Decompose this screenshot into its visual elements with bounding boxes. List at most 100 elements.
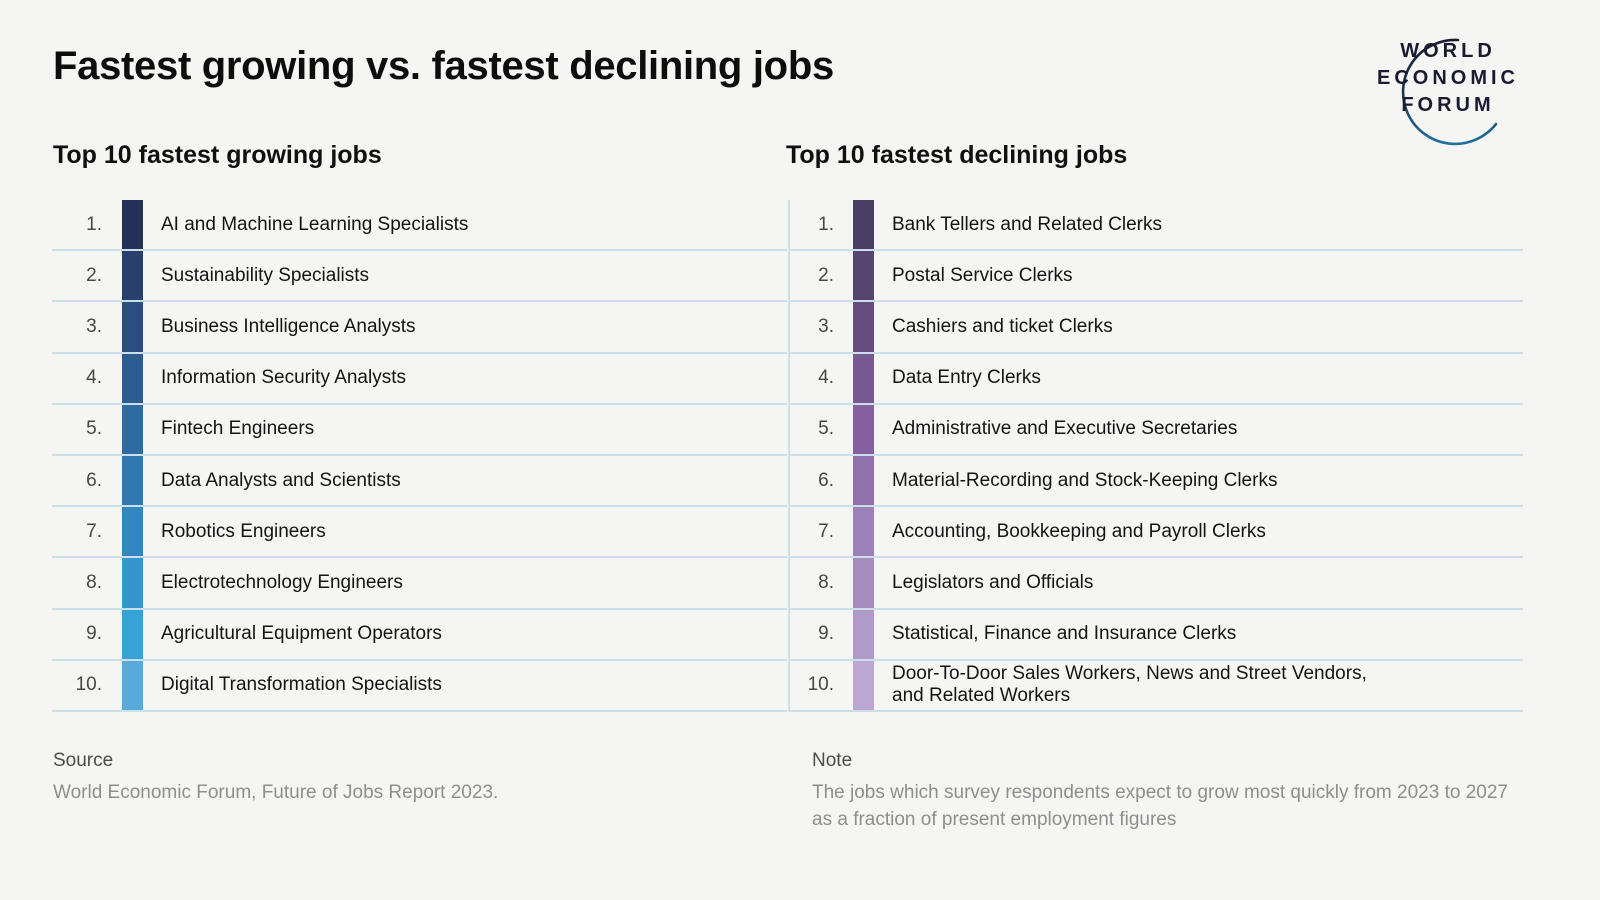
job-label: Data Entry Clerks (874, 354, 1041, 403)
table-row: 8. Electrotechnology Engineers (52, 558, 787, 610)
wef-logo-text: WORLD ECONOMIC FORUM (1368, 38, 1528, 119)
table-row: 1. AI and Machine Learning Specialists (52, 200, 787, 252)
source-block: Source World Economic Forum, Future of J… (53, 750, 753, 806)
table-row: 10. Door-To-Door Sales Workers, News and … (790, 660, 1523, 712)
job-label-line1: Door-To-Door Sales Workers, News and Str… (892, 663, 1367, 685)
job-label-line1: AI and Machine Learning Specialists (161, 213, 469, 235)
job-label-line1: Data Entry Clerks (892, 367, 1041, 389)
rank-color-bar (122, 251, 143, 301)
growing-section-heading: Top 10 fastest growing jobs (53, 141, 382, 169)
job-label-line1: Electrotechnology Engineers (161, 571, 403, 593)
job-label: Robotics Engineers (143, 507, 326, 556)
job-label: AI and Machine Learning Specialists (143, 200, 468, 249)
job-label-line1: Robotics Engineers (161, 520, 326, 542)
job-label: Legislators and Officials (874, 558, 1093, 607)
rank-number: 3. (818, 315, 834, 337)
rank-color-bar (122, 558, 143, 608)
rank-color-bar (853, 455, 874, 506)
rank-color-bar (122, 302, 143, 352)
rank-color-bar (122, 507, 143, 557)
job-label: Material-Recording and Stock-Keeping Cle… (874, 456, 1277, 505)
table-row: 2. Sustainability Specialists (52, 251, 787, 303)
declining-jobs-table: 1. Bank Tellers and Related Clerks 2. Posta… (788, 200, 1523, 712)
table-row: 3. Business Intelligence Analysts (52, 302, 787, 354)
job-label: Postal Service Clerks (874, 251, 1073, 300)
job-label-line1: Cashiers and ticket Clerks (892, 315, 1113, 337)
rank-color-bar (122, 404, 143, 454)
rank-color-bar (853, 302, 874, 352)
rank-number: 6. (818, 469, 834, 491)
rank-number: 9. (86, 623, 102, 645)
job-label: Data Analysts and Scientists (143, 456, 401, 505)
job-label: Digital Transformation Specialists (143, 661, 442, 710)
table-row: 8. Legislators and Officials (790, 558, 1523, 610)
table-row: 10. Digital Transformation Specialists (52, 660, 787, 712)
table-row: 7. Accounting, Bookkeeping and Payroll Cl… (790, 507, 1523, 559)
table-row: 6. Material-Recording and Stock-Keeping C… (790, 455, 1523, 508)
page-title: Fastest growing vs. fastest declining jo… (53, 44, 834, 88)
rank-number: 1. (86, 213, 102, 235)
job-label-line1: Business Intelligence Analysts (161, 315, 416, 337)
table-row: 2. Postal Service Clerks (790, 251, 1523, 303)
note-label: Note (812, 750, 853, 771)
table-row: 5. Fintech Engineers (52, 404, 787, 456)
job-label-line1: Information Security Analysts (161, 367, 406, 389)
job-label-line1: Accounting, Bookkeeping and Payroll Cler… (892, 520, 1266, 542)
rank-color-bar (122, 660, 143, 710)
rank-color-bar (122, 353, 143, 403)
wef-logo: WORLD ECONOMIC FORUM (1368, 38, 1528, 146)
wef-logo-line1: WORLD (1400, 40, 1496, 62)
wef-logo-line2: ECONOMIC (1377, 67, 1519, 89)
job-label: Electrotechnology Engineers (143, 558, 403, 607)
rank-number: 7. (86, 520, 102, 542)
table-row: 9. Statistical, Finance and Insurance Cle… (790, 609, 1523, 661)
rank-color-bar (122, 200, 143, 250)
table-row: 3. Cashiers and ticket Clerks (790, 302, 1523, 354)
wef-logo-arc-icon (1401, 38, 1498, 146)
growing-jobs-table: 1. AI and Machine Learning Specialists 2. S… (52, 200, 787, 712)
job-label: Administrative and Executive Secretaries (874, 405, 1237, 454)
wef-logo-line3: FORUM (1401, 94, 1495, 116)
rank-color-bar (853, 507, 874, 557)
rank-number: 10. (807, 674, 834, 696)
job-label: Statistical, Finance and Insurance Clerk… (874, 610, 1236, 659)
job-label-line1: Agricultural Equipment Operators (161, 623, 442, 645)
rank-color-bar (853, 353, 874, 403)
job-label: Fintech Engineers (143, 405, 314, 454)
rank-number: 4. (818, 367, 834, 389)
job-label: Information Security Analysts (143, 354, 406, 403)
job-label: Bank Tellers and Related Clerks (874, 200, 1162, 249)
job-label-line1: Bank Tellers and Related Clerks (892, 213, 1163, 235)
rank-color-bar (853, 251, 874, 301)
job-label-line1: Statistical, Finance and Insurance Clerk… (892, 623, 1237, 645)
job-label: Cashiers and ticket Clerks (874, 302, 1113, 351)
table-row: 4. Information Security Analysts (52, 353, 787, 405)
table-row: 4. Data Entry Clerks (790, 353, 1523, 405)
job-label-line1: Fintech Engineers (161, 418, 315, 440)
rank-number: 1. (818, 213, 834, 235)
table-row: 5. Administrative and Executive Secretari… (790, 404, 1523, 456)
rank-number: 5. (818, 418, 834, 440)
job-label: Door-To-Door Sales Workers, News and Str… (874, 661, 1367, 710)
rank-number: 9. (818, 623, 834, 645)
job-label-line1: Postal Service Clerks (892, 264, 1073, 286)
job-label: Agricultural Equipment Operators (143, 610, 442, 659)
table-row: 6. Data Analysts and Scientists (52, 455, 787, 508)
rank-color-bar (853, 404, 874, 454)
job-label-line1: Digital Transformation Specialists (161, 674, 442, 696)
rank-number: 3. (86, 315, 102, 337)
rank-number: 2. (86, 264, 102, 286)
table-row: 7. Robotics Engineers (52, 507, 787, 559)
note-text: The jobs which survey respondents expect… (812, 782, 1508, 830)
rank-number: 5. (86, 418, 102, 440)
rank-number: 6. (86, 469, 102, 491)
job-label-line1: Data Analysts and Scientists (161, 469, 401, 491)
declining-section-heading: Top 10 fastest declining jobs (786, 141, 1128, 169)
source-text: World Economic Forum, Future of Jobs Rep… (53, 782, 499, 803)
job-label-line1: Administrative and Executive Secretaries (892, 418, 1238, 440)
table-row: 1. Bank Tellers and Related Clerks (790, 200, 1523, 252)
rank-number: 8. (818, 571, 834, 593)
job-label-line2: and Related Workers (892, 685, 1071, 707)
job-label: Accounting, Bookkeeping and Payroll Cler… (874, 507, 1266, 556)
